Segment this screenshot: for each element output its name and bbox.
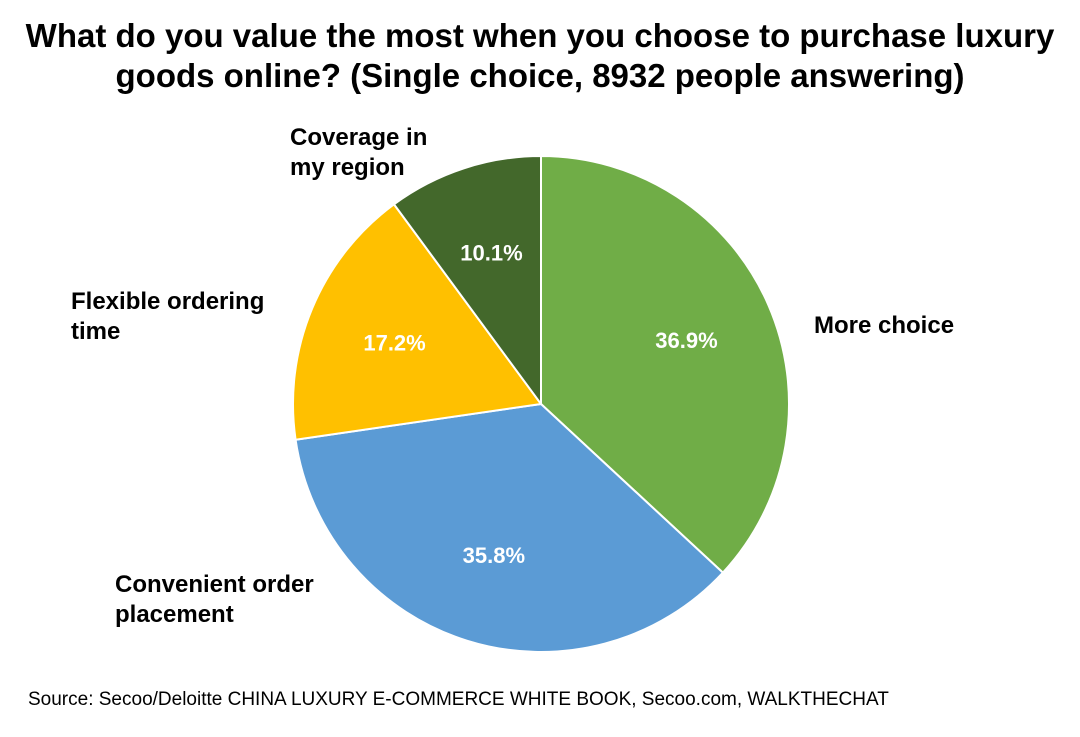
- category-label-flexible-ordering-time: Flexible ordering time: [71, 287, 264, 347]
- pie-slice-coverage-in-my-region: [392, 155, 542, 405]
- category-label-flexible-ordering-time-line-1: Flexible ordering: [71, 288, 265, 315]
- category-label-flexible-ordering-time-line-2: time: [71, 318, 121, 345]
- pie-data-label-more-choice: 36.9%: [655, 328, 717, 353]
- category-label-more-choice: More choice: [814, 311, 954, 341]
- pie-data-label-coverage-in-my-region: 10.1%: [460, 241, 522, 266]
- pie-slice-more-choice: [540, 155, 790, 574]
- source-note: Source: Secoo/Deloitte CHINA LUXURY E-CO…: [28, 689, 889, 710]
- chart-title: What do you value the most when you choo…: [0, 16, 1080, 96]
- pie-data-label-convenient-order-placement: 35.8%: [463, 543, 525, 568]
- chart-title-line-1: What do you value the most when you choo…: [25, 17, 1055, 54]
- category-label-coverage-in-my-region: Coverage in my region: [290, 123, 427, 183]
- category-label-convenient-order-placement-line-1: Convenient order: [115, 571, 314, 598]
- pie-slice-convenient-order-placement: [294, 403, 724, 653]
- category-label-convenient-order-placement-line-2: placement: [115, 601, 234, 628]
- category-label-more-choice-line-1: More choice: [814, 312, 955, 339]
- category-label-coverage-in-my-region-line-1: Coverage in: [290, 124, 428, 151]
- category-label-convenient-order-placement: Convenient order placement: [115, 570, 314, 630]
- pie-slice-flexible-ordering-time: [292, 203, 542, 441]
- chart-title-line-2: goods online? (Single choice, 8932 peopl…: [115, 57, 965, 94]
- pie-data-label-flexible-ordering-time: 17.2%: [363, 330, 425, 355]
- category-label-coverage-in-my-region-line-2: my region: [290, 154, 405, 181]
